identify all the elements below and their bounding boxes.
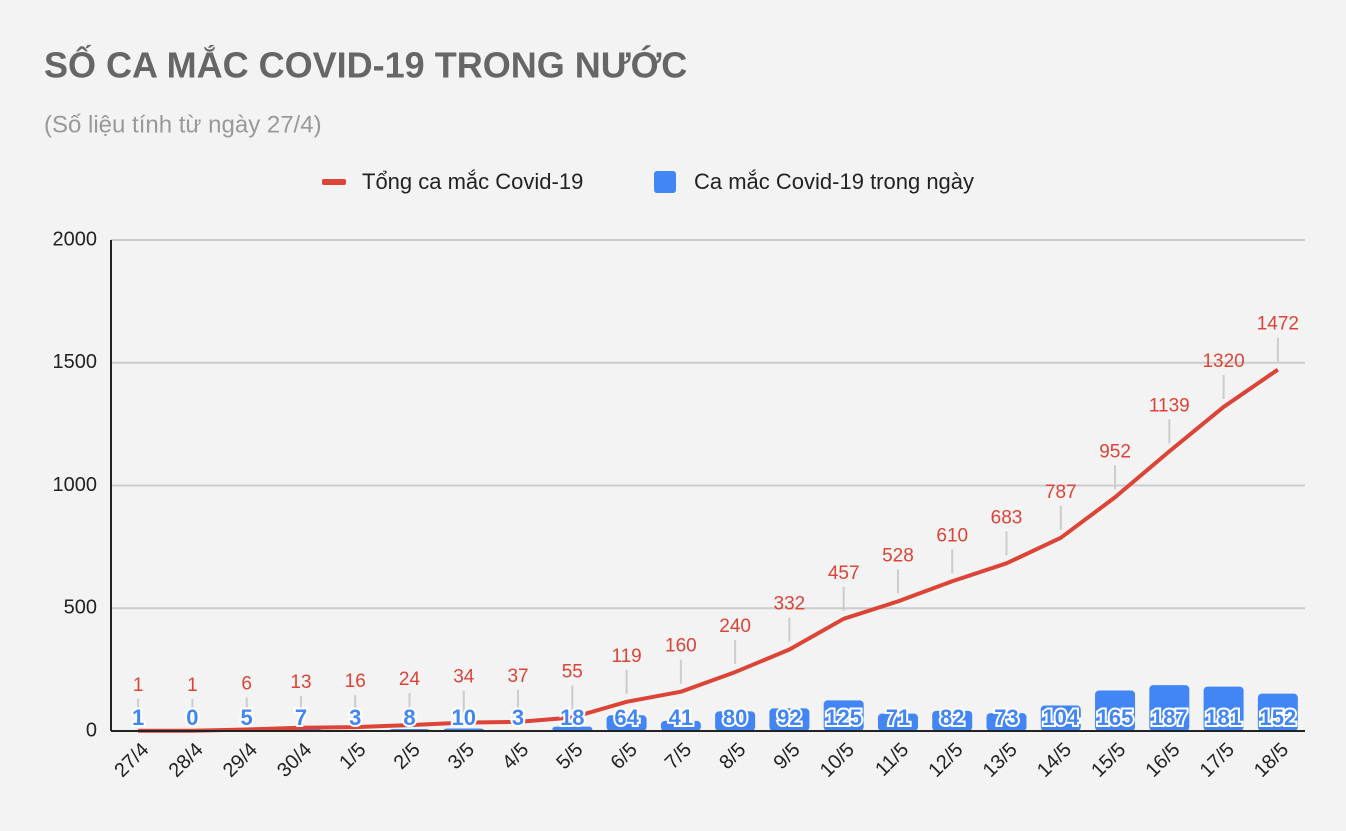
data-label: 1472 [1257, 314, 1299, 335]
data-label: 1 [132, 705, 144, 730]
bar [877, 713, 918, 731]
y-tick-label: 1000 [53, 474, 98, 496]
data-label: 82 [940, 705, 964, 730]
data-label: 16 [345, 671, 366, 692]
data-label: 80 [723, 705, 747, 730]
y-tick-label: 1500 [53, 351, 98, 373]
data-label: 41 [669, 705, 693, 730]
bar [715, 711, 756, 731]
data-label: 73 [994, 705, 1018, 730]
data-label: 3 [349, 705, 361, 730]
data-label: 8 [403, 705, 415, 730]
data-label: 1 [133, 675, 144, 696]
legend-label: Tổng ca mắc Covid-19 [362, 169, 583, 194]
line [138, 367, 1279, 733]
data-label: 187 [1151, 705, 1188, 730]
data-label: 24 [399, 669, 421, 690]
data-label: 13 [290, 672, 311, 693]
legend-swatch [654, 171, 676, 193]
bar [606, 715, 647, 731]
chart-subtitle: (Số liệu tính từ ngày 27/4) [44, 111, 322, 138]
data-label: 683 [991, 507, 1023, 528]
chart-title: SỐ CA MẮC COVID-19 TRONG NƯỚC [44, 44, 687, 86]
bar [1257, 693, 1298, 731]
data-label: 71 [886, 705, 910, 730]
y-tick-label: 0 [86, 719, 97, 741]
data-label: 3 [512, 705, 524, 730]
data-label: 0 [186, 705, 198, 730]
bar [660, 720, 701, 731]
legend-swatch [322, 179, 346, 185]
data-label: 6 [241, 674, 252, 695]
bar [769, 708, 810, 731]
y-tick-label: 2000 [53, 228, 98, 250]
data-label: 952 [1099, 441, 1131, 462]
bar [1203, 686, 1244, 731]
data-label: 160 [665, 636, 697, 657]
data-label: 152 [1260, 705, 1297, 730]
data-label: 125 [825, 705, 862, 730]
bar [552, 726, 593, 731]
data-label: 610 [936, 525, 968, 546]
data-label: 1320 [1202, 351, 1244, 372]
data-label: 457 [828, 563, 860, 584]
bar [1095, 690, 1136, 731]
data-label: 528 [882, 545, 914, 566]
data-label: 787 [1045, 482, 1077, 503]
bar [1149, 685, 1190, 731]
data-label: 64 [614, 705, 639, 730]
data-label: 5 [241, 705, 253, 730]
data-label: 181 [1205, 705, 1242, 730]
y-tick-label: 500 [64, 597, 97, 619]
legend-label: Ca mắc Covid-19 trong ngày [694, 169, 974, 194]
data-label: 55 [562, 662, 583, 683]
data-label: 119 [611, 646, 641, 667]
data-label: 10 [452, 705, 476, 730]
data-label: 34 [453, 667, 475, 688]
data-label: 165 [1097, 705, 1134, 730]
data-label: 18 [560, 705, 584, 730]
bar [1040, 705, 1081, 731]
bar [823, 700, 864, 731]
data-label: 1 [187, 675, 198, 696]
data-label: 37 [507, 666, 528, 687]
bar [932, 710, 973, 731]
data-label: 1139 [1149, 395, 1190, 416]
data-label: 7 [295, 705, 307, 730]
data-label: 240 [719, 616, 751, 637]
data-label: 92 [777, 705, 801, 730]
data-label: 104 [1042, 705, 1079, 730]
data-label: 332 [774, 594, 806, 615]
bar [986, 713, 1027, 731]
